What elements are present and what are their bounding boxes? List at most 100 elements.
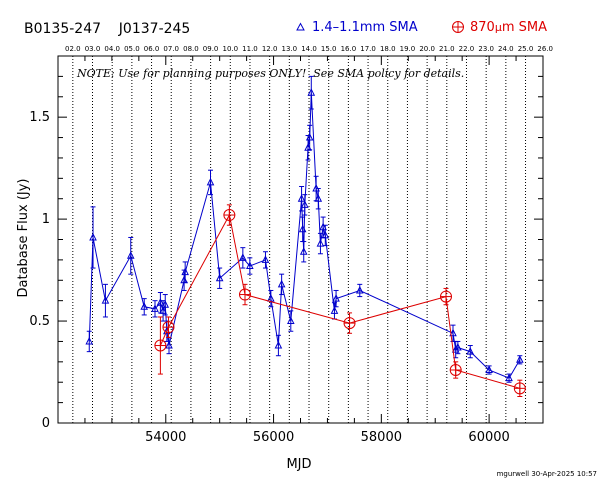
top-axis-label: 16.0 bbox=[341, 45, 357, 53]
legend-red-prefix: 870 bbox=[470, 20, 495, 35]
top-axis-label: 06.0 bbox=[144, 45, 160, 53]
top-axis-label: 08.0 bbox=[183, 45, 199, 53]
data-point bbox=[89, 232, 97, 241]
data-point bbox=[151, 304, 159, 312]
data-point bbox=[223, 209, 236, 222]
data-point bbox=[154, 339, 167, 352]
data-point bbox=[286, 316, 295, 325]
data-point bbox=[316, 238, 325, 247]
data-point bbox=[343, 317, 356, 330]
data-point bbox=[246, 261, 254, 270]
top-axis-label: 04.0 bbox=[104, 45, 120, 53]
data-point bbox=[277, 279, 286, 288]
top-axis-label: 26.0 bbox=[537, 45, 553, 53]
data-point bbox=[516, 355, 524, 363]
data-point bbox=[165, 340, 173, 349]
top-axis-label: 25.0 bbox=[518, 45, 534, 53]
data-point bbox=[454, 342, 462, 351]
top-axis-label: 18.0 bbox=[380, 45, 396, 53]
data-point bbox=[451, 344, 460, 353]
data-point bbox=[267, 294, 275, 302]
legend-red-entry: 870μm SMA bbox=[452, 20, 547, 35]
data-point bbox=[238, 288, 251, 301]
data-point bbox=[298, 224, 307, 233]
data-point bbox=[513, 382, 526, 395]
data-point bbox=[485, 365, 493, 373]
top-axis-label: 10.0 bbox=[222, 45, 238, 53]
y-tick-label: 1.5 bbox=[29, 110, 50, 125]
data-point bbox=[162, 321, 175, 334]
data-point bbox=[101, 296, 110, 304]
data-point bbox=[332, 294, 340, 302]
data-point bbox=[505, 373, 513, 382]
legend-red-label: 870μm SMA bbox=[470, 20, 547, 35]
x-tick-label: 58000 bbox=[361, 430, 402, 445]
data-point bbox=[305, 132, 314, 141]
data-point bbox=[299, 247, 308, 255]
data-point bbox=[156, 298, 165, 306]
data-point bbox=[206, 177, 215, 186]
top-axis-label: 14.0 bbox=[301, 45, 317, 53]
top-axis-label: 15.0 bbox=[321, 45, 337, 53]
top-axis-label: 24.0 bbox=[498, 45, 514, 53]
data-point bbox=[440, 290, 452, 303]
top-axis-label: 03.0 bbox=[85, 45, 101, 53]
data-point bbox=[140, 302, 149, 310]
top-axis-label: 12.0 bbox=[262, 45, 278, 53]
y-tick-label: 0.5 bbox=[29, 314, 50, 329]
data-point bbox=[449, 363, 462, 376]
planning-note: NOTE: Use for planning purposes ONLY! Se… bbox=[76, 67, 464, 80]
top-axis-labels: 02.0 03.0 04.0 05.0 06.0 07.0 08.0 09.0 10.0 11.0… bbox=[65, 45, 553, 53]
top-axis-label: 05.0 bbox=[124, 45, 140, 53]
data-point bbox=[181, 267, 189, 276]
data-point bbox=[239, 253, 247, 261]
legend-red-mu: μ bbox=[495, 21, 502, 34]
legend-blue-label: 1.4–1.1mm SMA bbox=[312, 20, 418, 35]
series-line bbox=[159, 213, 520, 389]
data-point bbox=[307, 88, 316, 96]
data-point bbox=[161, 300, 170, 308]
top-axis-label: 23.0 bbox=[478, 45, 494, 53]
data-point bbox=[126, 251, 135, 259]
data-point bbox=[321, 230, 330, 239]
legend: 1.4–1.1mm SMA 870μm SMA bbox=[296, 20, 547, 35]
legend-red-suffix: m SMA bbox=[502, 20, 547, 35]
series-blue bbox=[85, 75, 524, 383]
top-axis-label: 21.0 bbox=[439, 45, 455, 53]
data-point bbox=[466, 347, 475, 355]
x-tick-label: 54000 bbox=[145, 430, 186, 445]
x-axis-label: MJD bbox=[286, 457, 311, 472]
top-axis-label: 11.0 bbox=[242, 45, 258, 53]
axes: 54000 56000 58000 60000 0 0.5 1 1.5 bbox=[29, 55, 544, 445]
y-tick-label: 0 bbox=[42, 416, 50, 431]
legend-circle-plus-icon bbox=[452, 21, 464, 33]
top-axis-label: 13.0 bbox=[282, 45, 298, 53]
x-tick-label: 56000 bbox=[253, 430, 294, 445]
data-point bbox=[449, 328, 457, 337]
top-axis-label: 20.0 bbox=[419, 45, 435, 53]
data-point bbox=[301, 200, 309, 208]
top-axis-label: 17.0 bbox=[360, 45, 376, 53]
top-axis-label: 07.0 bbox=[163, 45, 179, 53]
top-axis-label: 22.0 bbox=[459, 45, 475, 53]
y-axis-label: Database Flux (Jy) bbox=[16, 179, 31, 298]
data-point bbox=[319, 222, 327, 231]
data-point bbox=[261, 255, 270, 263]
data-point bbox=[355, 285, 364, 294]
data-point bbox=[159, 306, 167, 314]
data-point bbox=[297, 194, 306, 202]
legend-triangle-icon bbox=[296, 22, 305, 31]
footer-stamp: mgurwell 30-Apr-2025 10:57 bbox=[497, 470, 597, 478]
data-series bbox=[85, 75, 526, 397]
legend-blue-entry: 1.4–1.1mm SMA bbox=[296, 20, 418, 35]
y-tick-label: 1 bbox=[42, 212, 50, 227]
data-point bbox=[274, 340, 283, 349]
data-point bbox=[314, 194, 323, 202]
top-axis-label: 19.0 bbox=[400, 45, 416, 53]
data-point bbox=[215, 273, 224, 282]
x-tick-label: 60000 bbox=[468, 430, 509, 445]
top-axis-label: 09.0 bbox=[203, 45, 219, 53]
series-red bbox=[154, 204, 526, 397]
chart-title: B0135-247 J0137-245 bbox=[24, 21, 190, 37]
